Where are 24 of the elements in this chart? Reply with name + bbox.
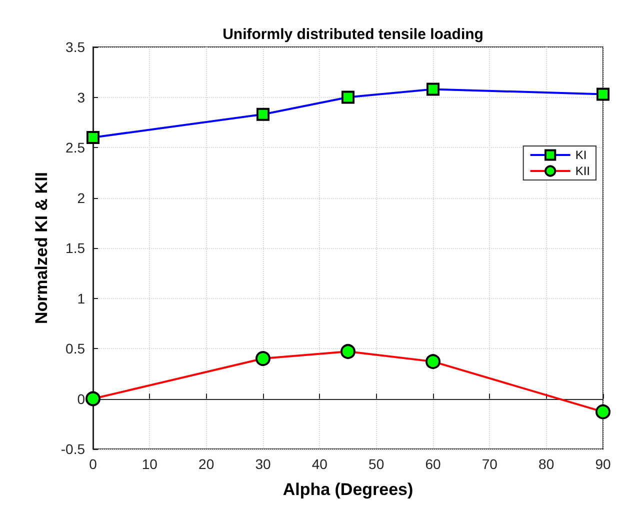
x-tick-label: 0 [89, 456, 98, 472]
y-tick-label: 2.5 [66, 140, 86, 156]
y-tick-label: 1 [77, 290, 86, 306]
x-tick-label: 10 [142, 456, 158, 472]
x-tick-label: 30 [255, 456, 271, 472]
y-tick-label: 1.5 [66, 240, 86, 256]
legend-label: KI [575, 148, 587, 162]
chart-title: Uniformly distributed tensile loading [222, 26, 484, 43]
y-tick-label: 0 [77, 390, 86, 407]
x-tick-label: 90 [595, 456, 611, 472]
x-tick-label: 80 [538, 456, 554, 472]
x-tick-label: 40 [312, 456, 328, 472]
x-tick-label: 60 [425, 456, 441, 472]
y-tick-label: -0.5 [60, 441, 86, 457]
y-tick-label: 2 [77, 190, 86, 206]
y-axis-title: Normalzed KI & KII [32, 172, 51, 324]
y-tick-label: 0.5 [66, 340, 86, 356]
y-tick-label: 3 [77, 89, 86, 106]
x-axis-title: Alpha (Degrees) [282, 480, 414, 499]
x-tick-label: 70 [482, 456, 498, 472]
y-tick-label: 3.5 [66, 39, 86, 55]
x-tick-label: 50 [368, 456, 384, 472]
legend-label: KII [575, 164, 590, 178]
x-tick-label: 20 [198, 456, 214, 472]
